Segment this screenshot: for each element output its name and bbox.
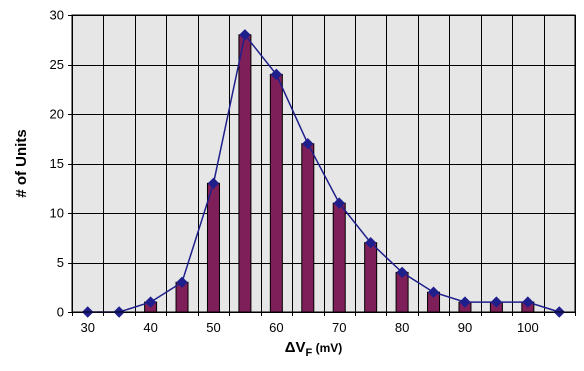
data-point-marker bbox=[459, 296, 471, 308]
data-point-marker bbox=[427, 286, 440, 298]
x-axis-title-unit: (mV) bbox=[312, 341, 342, 355]
data-point-marker bbox=[176, 276, 188, 289]
bars bbox=[144, 34, 535, 313]
x-tick-label: 100 bbox=[517, 320, 539, 335]
y-tick-label: 15 bbox=[50, 156, 64, 171]
plot-frame bbox=[71, 14, 576, 313]
x-tick-label: 90 bbox=[458, 320, 472, 335]
data-point-marker bbox=[364, 236, 377, 249]
x-axis-title: ΔVF (mV) bbox=[285, 339, 343, 359]
y-tick-label: 5 bbox=[57, 255, 64, 270]
y-tick-label: 0 bbox=[57, 305, 64, 320]
x-tick-label: 50 bbox=[206, 320, 220, 335]
y-tick-label: 25 bbox=[50, 57, 64, 72]
bar bbox=[238, 34, 252, 313]
bar bbox=[206, 182, 220, 313]
x-tick-label: 30 bbox=[80, 320, 94, 335]
data-point-marker bbox=[239, 29, 251, 41]
data-point-marker bbox=[144, 296, 157, 308]
markers bbox=[82, 29, 565, 318]
data-point-marker bbox=[490, 296, 503, 308]
y-axis-ticks: 0 5 10 15 20 25 30 bbox=[50, 8, 72, 320]
data-point-marker bbox=[522, 296, 534, 308]
data-point-marker bbox=[396, 266, 408, 279]
x-axis-ticks: 30 40 50 60 70 80 90 100 bbox=[72, 312, 576, 335]
data-point-marker bbox=[270, 68, 283, 81]
x-tick-label: 70 bbox=[332, 320, 346, 335]
y-tick-label: 30 bbox=[50, 8, 64, 23]
bar bbox=[269, 73, 283, 313]
data-point-marker bbox=[207, 177, 220, 190]
series-line bbox=[87, 33, 560, 313]
bar bbox=[332, 202, 346, 313]
x-tick-label: 60 bbox=[269, 320, 283, 335]
x-tick-label: 40 bbox=[143, 320, 157, 335]
x-tick-label: 80 bbox=[395, 320, 409, 335]
data-point-marker bbox=[302, 137, 314, 150]
x-axis-title-sub: F bbox=[306, 347, 313, 359]
y-tick-label: 10 bbox=[50, 206, 64, 221]
bar bbox=[301, 143, 315, 313]
data-point-marker bbox=[333, 197, 345, 209]
y-axis-title: # of Units bbox=[13, 129, 30, 197]
x-axis-title-main: ΔV bbox=[285, 339, 306, 356]
bar bbox=[395, 271, 409, 313]
y-tick-label: 20 bbox=[50, 107, 64, 122]
plot-area bbox=[72, 15, 575, 312]
bar bbox=[364, 242, 378, 313]
